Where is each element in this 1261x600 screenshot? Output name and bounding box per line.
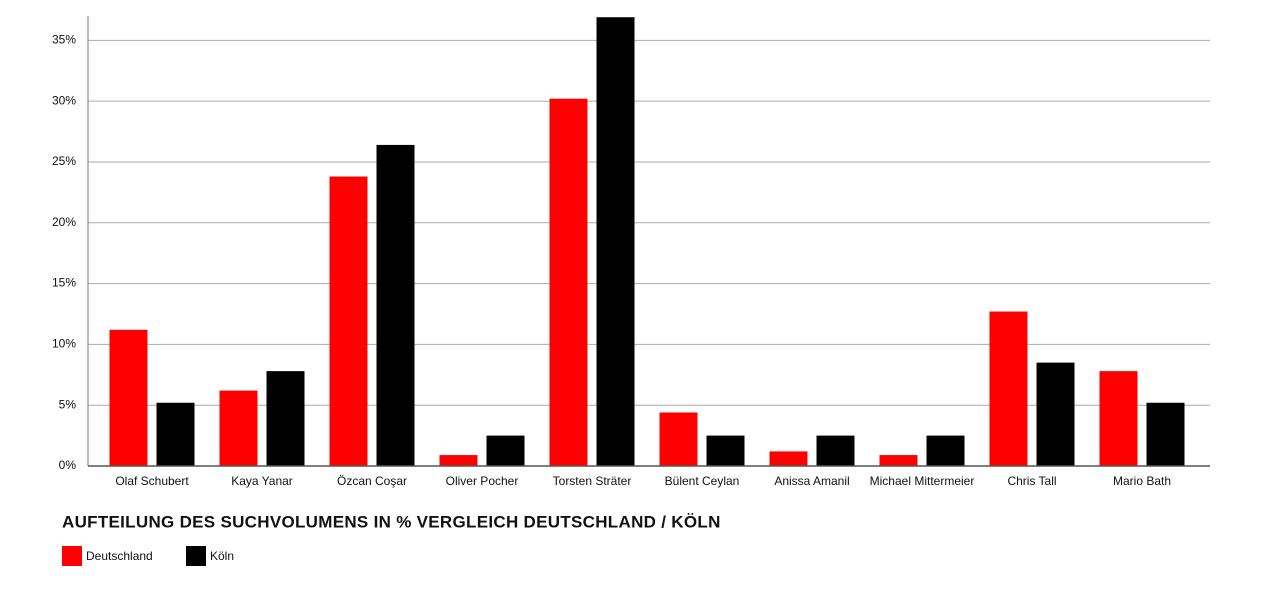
legend-swatch	[186, 546, 206, 566]
x-tick-label: Oliver Pocher	[446, 474, 519, 488]
bar	[329, 176, 368, 467]
bar	[769, 451, 808, 466]
y-tick-label: 35%	[52, 32, 76, 46]
y-tick-label: 30%	[52, 93, 76, 107]
x-tick-label: Anissa Amanil	[774, 474, 849, 488]
x-tick-label: Torsten Sträter	[553, 474, 632, 488]
x-tick-label: Chris Tall	[1007, 474, 1056, 488]
bar	[1036, 362, 1075, 466]
x-tick-label: Olaf Schubert	[115, 474, 189, 488]
bar	[926, 435, 965, 466]
x-tick-label: Michael Mittermeier	[870, 474, 975, 488]
bar	[706, 435, 745, 466]
y-tick-label: 10%	[52, 337, 76, 351]
y-tick-label: 25%	[52, 154, 76, 168]
bar	[376, 144, 415, 466]
bar	[659, 412, 698, 466]
bar	[816, 435, 855, 466]
x-tick-label: Bülent Ceylan	[665, 474, 740, 488]
bar	[109, 329, 148, 466]
bar	[266, 371, 305, 466]
y-tick-label: 0%	[59, 458, 77, 472]
bar	[439, 455, 478, 466]
y-tick-label: 15%	[52, 276, 76, 290]
x-tick-label: Özcan Coşar	[337, 474, 407, 488]
bar	[549, 98, 588, 467]
legend-swatch	[62, 546, 82, 566]
y-tick-label: 20%	[52, 215, 76, 229]
bar	[486, 435, 525, 466]
bar	[1099, 371, 1138, 466]
bar	[596, 17, 635, 466]
bar	[156, 402, 195, 466]
bar	[989, 311, 1028, 466]
bar	[219, 390, 258, 466]
bar	[1146, 402, 1185, 466]
chart-title: AUFTEILUNG DES SUCHVOLUMENS IN % VERGLEI…	[62, 512, 721, 531]
x-tick-label: Kaya Yanar	[231, 474, 293, 488]
y-tick-label: 5%	[59, 397, 77, 411]
legend-label: Köln	[210, 549, 234, 563]
x-tick-label: Mario Bath	[1113, 474, 1171, 488]
legend-label: Deutschland	[86, 549, 153, 563]
bar	[879, 455, 918, 466]
